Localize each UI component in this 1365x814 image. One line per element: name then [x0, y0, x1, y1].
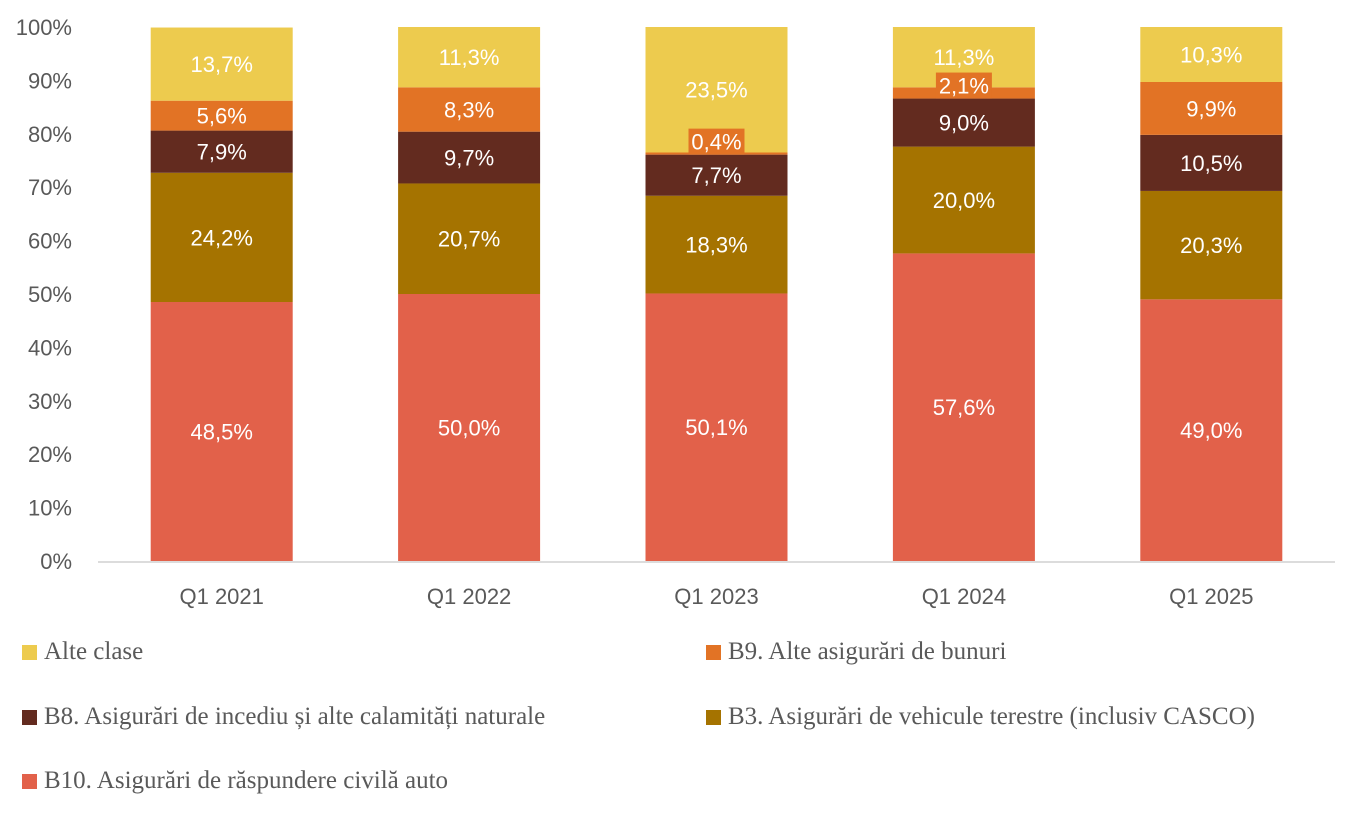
- data-label: 9,0%: [939, 111, 989, 136]
- data-label-box: [688, 128, 745, 155]
- bar-segment: [398, 131, 541, 184]
- data-label: 11,3%: [439, 45, 500, 70]
- bar-segment: [892, 253, 1035, 561]
- data-label: 0,4%: [691, 130, 741, 155]
- bar-segment: [1140, 82, 1283, 135]
- data-label: 9,9%: [1186, 96, 1236, 121]
- data-label: 5,6%: [197, 104, 247, 129]
- x-tick-label: Q1 2024: [922, 584, 1006, 609]
- data-labels-group: 48,5% 24,2% 7,9% 5,6% 13,7% 50,0% 20,7% 9,7% 8,3…: [191, 43, 1243, 445]
- y-tick-label: 70%: [28, 175, 72, 200]
- data-label: 10,5%: [1180, 151, 1242, 176]
- data-label: 20,3%: [1180, 233, 1242, 258]
- bar-segment: [150, 130, 293, 173]
- data-label: 7,7%: [691, 163, 741, 188]
- y-axis: 0% 10% 20% 30% 40% 50% 60% 70% 80% 90% 100%: [16, 15, 72, 574]
- data-label: 10,3%: [1180, 43, 1242, 68]
- bar-segment: [150, 27, 293, 101]
- bars-group: [150, 27, 1283, 561]
- data-label: 13,7%: [191, 52, 253, 77]
- data-label: 9,7%: [444, 146, 494, 171]
- bar-segment: [645, 154, 788, 196]
- data-label: 7,9%: [197, 140, 247, 165]
- x-tick-label: Q1 2025: [1169, 584, 1253, 609]
- y-tick-label: 10%: [28, 496, 72, 521]
- y-tick-label: 40%: [28, 335, 72, 360]
- data-label: 49,0%: [1180, 418, 1242, 443]
- bar-segment: [892, 98, 1035, 147]
- data-label: 57,6%: [933, 395, 995, 420]
- bar-segment: [645, 195, 788, 294]
- x-tick-label: Q1 2022: [427, 584, 511, 609]
- y-tick-label: 30%: [28, 389, 72, 414]
- bar-segment: [1140, 299, 1283, 561]
- bar-segment: [150, 100, 293, 131]
- y-tick-label: 100%: [16, 15, 72, 40]
- bar-segment: [398, 27, 541, 88]
- bar-segment: [1140, 134, 1283, 191]
- y-tick-label: 0%: [40, 549, 72, 574]
- y-tick-label: 90%: [28, 68, 72, 93]
- bar-segment: [150, 172, 293, 303]
- data-label: 20,7%: [438, 227, 500, 252]
- bar-segment: [398, 183, 541, 294]
- data-label: 50,0%: [438, 416, 500, 441]
- data-label: 23,5%: [685, 78, 747, 103]
- data-label-box: [935, 72, 992, 99]
- x-axis: Q1 2021 Q1 2022 Q1 2023 Q1 2024 Q1 2025: [179, 584, 1253, 609]
- bar-segment: [1140, 190, 1283, 300]
- bar-segment: [398, 87, 541, 132]
- x-tick-label: Q1 2021: [179, 584, 263, 609]
- bar-segment: [150, 302, 293, 561]
- bar-segment: [645, 293, 788, 561]
- y-tick-label: 60%: [28, 229, 72, 254]
- data-label: 48,5%: [191, 420, 253, 445]
- data-label: 18,3%: [685, 233, 747, 258]
- data-label: 24,2%: [191, 225, 253, 250]
- y-tick-label: 50%: [28, 282, 72, 307]
- bar-segment: [892, 146, 1035, 254]
- y-tick-label: 20%: [28, 442, 72, 467]
- x-tick-label: Q1 2023: [674, 584, 758, 609]
- data-label: 50,1%: [685, 415, 747, 440]
- bar-segment: [398, 294, 541, 561]
- data-label: 11,3%: [934, 45, 995, 70]
- data-label: 8,3%: [444, 98, 494, 123]
- y-tick-label: 80%: [28, 122, 72, 147]
- data-label: 2,1%: [939, 74, 989, 99]
- data-label: 20,0%: [933, 188, 995, 213]
- bar-segment: [1140, 27, 1283, 83]
